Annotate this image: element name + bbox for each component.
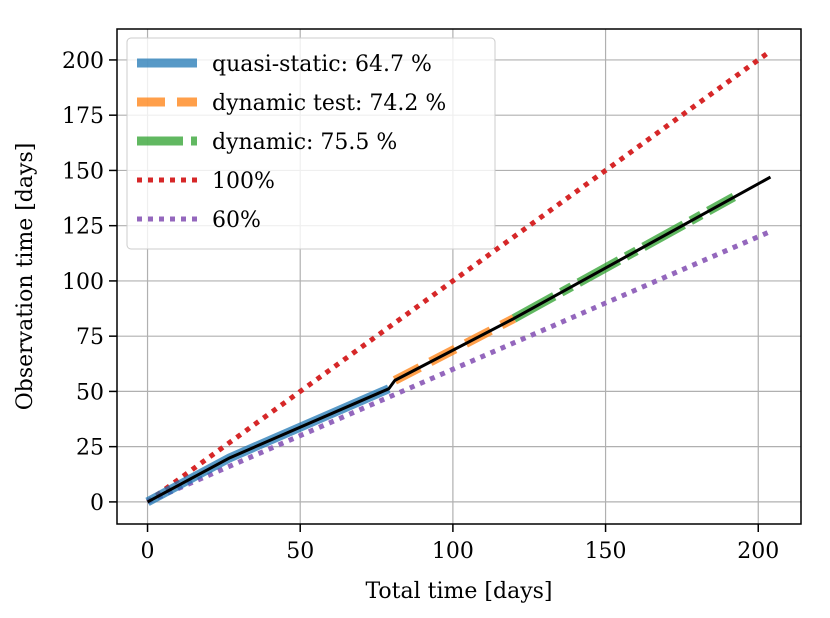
y-axis-label: Observation time [days]	[13, 143, 38, 411]
y-tick-label: 50	[76, 380, 104, 405]
legend-label: dynamic test: 74.2 %	[212, 91, 446, 116]
y-tick-label: 125	[62, 215, 104, 240]
x-axis-label: Total time [days]	[365, 579, 552, 604]
plot-frame	[116, 28, 802, 525]
x-tick-label: 50	[286, 539, 314, 564]
series-layer	[145, 49, 772, 506]
y-tick-label: 25	[76, 436, 104, 461]
legend: quasi-static: 64.7 % dynamic test: 74.2 %…	[126, 37, 496, 250]
y-tick-label: 100	[62, 270, 104, 295]
legend-label: dynamic: 75.5 %	[212, 130, 397, 155]
legend-label: quasi-static: 64.7 %	[212, 52, 432, 77]
legend-box	[126, 37, 496, 250]
cumulative-line	[146, 175, 772, 504]
ticks: 0 50 100 150 200 0 25 50 75 100 125 150 175 200	[62, 49, 779, 564]
series-line-ref-1	[146, 229, 772, 505]
x-tick-label: 150	[585, 539, 627, 564]
legend-label: 60%	[212, 208, 261, 233]
y-tick-label: 150	[62, 159, 104, 184]
y-tick-label: 75	[76, 325, 104, 350]
x-tick-label: 200	[737, 539, 779, 564]
y-tick-label: 0	[90, 491, 104, 516]
x-tick-label: 100	[432, 539, 474, 564]
legend-label: 100%	[212, 169, 275, 194]
y-tick-label: 200	[62, 49, 104, 74]
y-tick-label: 175	[62, 104, 104, 129]
series-line-ref-0	[146, 49, 772, 504]
x-tick-label: 0	[141, 539, 155, 564]
